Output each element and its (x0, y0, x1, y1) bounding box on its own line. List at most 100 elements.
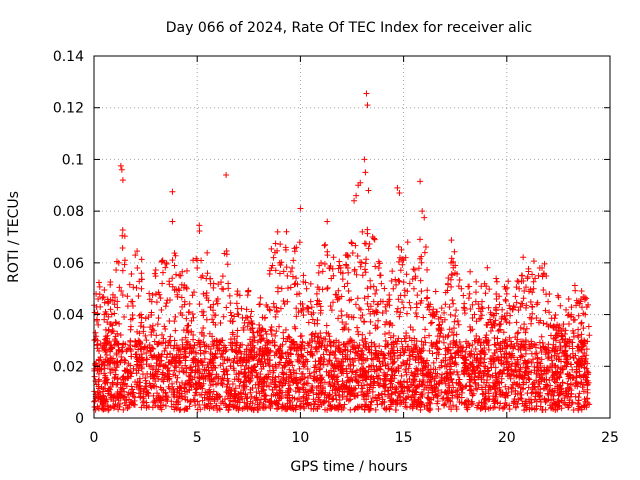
data-point (388, 390, 395, 397)
data-point (417, 406, 424, 413)
data-point (300, 386, 307, 393)
data-point (335, 315, 342, 322)
data-point (306, 370, 313, 377)
data-point (394, 347, 401, 354)
data-point (291, 323, 298, 330)
data-point (394, 338, 401, 345)
data-point (329, 299, 336, 306)
data-point (521, 407, 528, 414)
data-point (155, 366, 162, 373)
data-point (266, 398, 273, 405)
data-point (100, 406, 107, 413)
data-point (118, 353, 125, 360)
data-point (105, 407, 112, 414)
data-point (267, 326, 274, 333)
data-point (421, 334, 428, 341)
data-point (259, 348, 266, 355)
data-point (97, 396, 104, 403)
data-point (354, 328, 361, 335)
data-point (360, 371, 367, 378)
data-point (118, 166, 125, 173)
data-point (296, 365, 303, 372)
data-point (187, 399, 194, 406)
data-point (420, 314, 427, 321)
data-point (208, 364, 215, 371)
data-point (580, 388, 587, 395)
data-point (142, 332, 149, 339)
data-point (220, 366, 227, 373)
data-point (293, 347, 300, 354)
data-point (119, 227, 126, 234)
data-point (353, 192, 360, 199)
data-point (224, 357, 231, 364)
data-point (171, 367, 178, 374)
data-point (395, 335, 402, 342)
data-point (448, 283, 455, 290)
data-point (443, 370, 450, 377)
data-point (152, 267, 159, 274)
data-point (101, 405, 108, 412)
data-point (357, 259, 364, 266)
data-point (544, 382, 551, 389)
data-point (372, 406, 379, 413)
data-point (490, 356, 497, 363)
data-point (546, 377, 553, 384)
data-point (503, 343, 510, 350)
data-point (220, 344, 227, 351)
data-point (571, 282, 578, 289)
data-point (414, 292, 421, 299)
data-point (242, 362, 249, 369)
data-point (397, 267, 404, 274)
data-point (359, 272, 366, 279)
data-point (421, 403, 428, 410)
data-point (496, 370, 503, 377)
data-point (171, 360, 178, 367)
data-point (525, 384, 532, 391)
data-point (354, 404, 361, 411)
data-point (232, 385, 239, 392)
data-point (441, 375, 448, 382)
data-point (365, 187, 372, 194)
data-point (211, 312, 218, 319)
data-point (499, 405, 506, 412)
data-point (516, 285, 523, 292)
data-point (518, 300, 525, 307)
data-point (332, 392, 339, 399)
data-point (172, 313, 179, 320)
data-point (502, 315, 509, 322)
data-point (315, 340, 322, 347)
data-point (130, 365, 137, 372)
data-point (156, 397, 163, 404)
data-point (582, 311, 589, 318)
data-point (323, 329, 330, 336)
data-point (277, 346, 284, 353)
data-point (115, 259, 122, 266)
data-point (451, 248, 458, 255)
data-point (354, 295, 361, 302)
data-point (257, 294, 264, 301)
data-point (445, 394, 452, 401)
data-point (121, 257, 128, 264)
data-point (291, 341, 298, 348)
data-point (309, 337, 316, 344)
data-point (461, 305, 468, 312)
data-point (228, 386, 235, 393)
data-point (223, 389, 230, 396)
data-point (190, 331, 197, 338)
data-point (584, 395, 591, 402)
data-point (214, 393, 221, 400)
data-point (373, 367, 380, 374)
data-point (158, 307, 165, 314)
data-point (228, 346, 235, 353)
data-point (227, 387, 234, 394)
data-point (532, 344, 539, 351)
data-point (171, 337, 178, 344)
data-point (215, 375, 222, 382)
data-point (150, 383, 157, 390)
data-point (304, 340, 311, 347)
data-point (507, 353, 514, 360)
data-point (278, 285, 285, 292)
data-point (359, 337, 366, 344)
data-point (543, 346, 550, 353)
data-point (135, 293, 142, 300)
